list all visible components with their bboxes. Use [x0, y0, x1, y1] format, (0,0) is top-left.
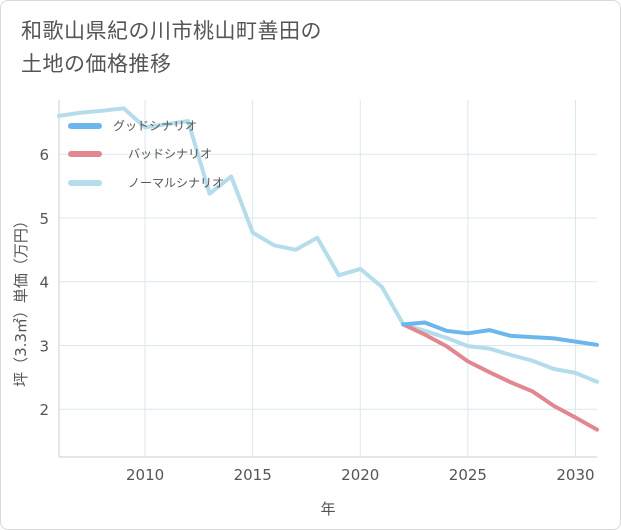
chart-title-line-1: 和歌山県紀の川市桃山町善田の: [21, 19, 322, 43]
series-line-0: [401, 320, 599, 347]
legend-label-1: バッドシナリオ: [128, 147, 212, 161]
series-line-1: [401, 322, 599, 432]
chart-title-line-2: 土地の価格推移: [21, 52, 172, 76]
x-axis-label: 年: [320, 500, 335, 518]
series-lines: [57, 106, 599, 432]
y-tick-label: 3: [39, 337, 49, 355]
y-tick-label: 5: [39, 210, 49, 228]
chart-title: 和歌山県紀の川市桃山町善田の 土地の価格推移: [21, 15, 322, 81]
y-tick-labels: 2 3 4 5 6: [39, 146, 49, 419]
x-tick-label: 2010: [126, 466, 164, 484]
x-tick-label: 2020: [341, 466, 379, 484]
x-tick-label: 2030: [556, 466, 594, 484]
series-line-2: [57, 106, 599, 384]
x-tick-labels: 2010 2015 2020 2025 2030: [126, 466, 595, 484]
y-axis-label: 坪（3.3㎡）単価（万円）: [12, 213, 30, 387]
y-tick-label: 2: [39, 401, 49, 419]
y-tick-label: 6: [39, 146, 49, 164]
legend-label-0: グッドシナリオ: [113, 119, 197, 133]
grid: [58, 100, 597, 458]
x-tick-label: 2025: [449, 466, 487, 484]
legend-label-2: ノーマルシナリオ: [128, 176, 224, 190]
y-tick-label: 4: [39, 274, 49, 292]
x-tick-label: 2015: [234, 466, 272, 484]
